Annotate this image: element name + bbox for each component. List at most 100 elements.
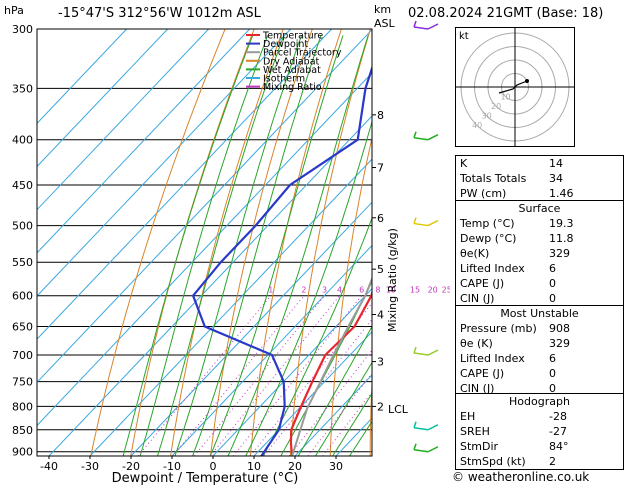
hodograph-index-row: StmSpd (kt) 2	[456, 454, 623, 469]
hodograph-ring-label: 40	[472, 121, 482, 130]
indices-panel: K 14 Totals Totals 34 PW (cm) 1.46	[455, 155, 624, 202]
km-tick-label: 8	[377, 109, 384, 122]
surface-panel: Surface Temp (°C) 19.3 Dewp (°C) 11.8 θe(K) 3…	[455, 200, 624, 307]
hodograph-indices-panel: Hodograph EH -28 SREH -27 StmDir 84° StmSpd (k…	[455, 393, 624, 470]
dry-adiabat	[130, 29, 255, 456]
legend-item: Mixing Ratio	[263, 82, 322, 93]
legend-item: Isotherm	[263, 74, 305, 85]
most-unstable-row: Pressure (mb) 908	[456, 321, 623, 336]
mixing-ratio-line	[172, 295, 305, 456]
hodograph-index-row: EH -28	[456, 409, 623, 424]
legend-item: Temperature	[262, 31, 323, 42]
wet-adiabat	[332, 392, 372, 456]
km-tick-label: 4	[377, 308, 384, 321]
most-unstable-title: Most Unstable	[500, 307, 579, 320]
surface-key: Temp (°C)	[460, 217, 515, 230]
surface-key: CAPE (J)	[460, 277, 505, 290]
hodograph-unit: kt	[459, 31, 469, 42]
isotherm	[37, 29, 169, 168]
most-unstable-row: CAPE (J) 0	[456, 366, 623, 381]
pressure-tick-label: 900	[12, 446, 33, 459]
wind-barb-flag	[413, 136, 429, 141]
x-tick-label: 20	[288, 460, 302, 473]
asl-unit-label: ASL	[374, 17, 395, 30]
wind-barb	[413, 443, 439, 453]
x-tick-label: 30	[329, 460, 343, 473]
wind-barb-tick	[413, 131, 417, 138]
mixing-ratio-label: 3	[322, 286, 327, 295]
wind-barb-tick	[413, 443, 417, 450]
index-value: 1.46	[549, 187, 574, 200]
dry-adiabat	[210, 29, 313, 456]
isotherm	[37, 29, 292, 297]
wind-barb-staff	[427, 134, 439, 141]
wet-adiabat	[174, 35, 302, 456]
wind-barb-flag	[413, 26, 429, 30]
wet-adiabat	[209, 35, 344, 456]
pressure-tick-label: 450	[12, 179, 33, 192]
most-unstable-row: Lifted Index 6	[456, 351, 623, 366]
surface-key: CIN (J)	[460, 292, 495, 305]
hodograph-index-value: -28	[549, 410, 567, 423]
wind-barb-staff	[427, 23, 439, 30]
wind-barb-tick	[413, 346, 417, 354]
isotherm	[253, 331, 372, 456]
wind-barb-flag	[413, 222, 429, 227]
surface-row: Temp (°C) 19.3	[456, 216, 623, 231]
pressure-tick-label: 350	[12, 82, 33, 95]
plot-frame	[36, 28, 373, 457]
x-tick-label: 10	[247, 460, 261, 473]
wet-adiabat	[157, 35, 285, 456]
surface-value: 6	[549, 262, 556, 275]
wet-adiabat	[227, 35, 369, 456]
dry-adiabat	[448, 29, 450, 456]
mixing-ratio-line	[232, 295, 363, 456]
wind-barb	[413, 20, 439, 30]
hodograph-index-value: 84°	[549, 440, 569, 453]
hodograph-index-key: StmSpd (kt)	[460, 455, 526, 468]
pressure-tick-label: 400	[12, 134, 33, 147]
mixing-ratio-line	[194, 295, 325, 456]
legend-item: Wet Adiabat	[263, 65, 321, 76]
pressure-tick-label: 550	[12, 256, 33, 269]
surface-title: Surface	[518, 202, 561, 215]
wind-barb	[413, 217, 439, 227]
index-value: 34	[549, 172, 563, 185]
wind-barb-flag	[413, 352, 429, 356]
most-unstable-key: θe (K)	[460, 337, 493, 350]
km-tick-label: 5	[377, 263, 384, 276]
wet-adiabat	[245, 119, 372, 456]
mixing-ratio-line	[307, 372, 372, 456]
isotherm	[37, 72, 372, 427]
mixing-ratio-line	[288, 349, 372, 456]
mixing-ratio-line	[322, 391, 372, 456]
hodograph-indices-title: Hodograph	[509, 395, 570, 408]
location-title: -15°47'S 312°56'W 1012m ASL	[58, 6, 261, 21]
wind-barb-staff	[427, 219, 439, 227]
wind-barb-flag	[413, 449, 429, 453]
pressure-tick-label: 600	[12, 290, 33, 303]
datetime-title: 02.08.2024 21GMT (Base: 18)	[408, 6, 604, 21]
index-key: Totals Totals	[460, 172, 527, 185]
dry-adiabat	[410, 29, 451, 456]
hodograph-trace	[498, 80, 528, 94]
most-unstable-value: 6	[549, 352, 556, 365]
dry-adiabat	[369, 374, 372, 456]
hodograph-storm-motion	[525, 79, 529, 83]
wind-barb-flag	[413, 427, 429, 431]
pressure-tick-label: 500	[12, 220, 33, 233]
wind-barb-staff	[427, 446, 439, 453]
hodograph-ring-label: 10	[500, 92, 510, 101]
index-row: PW (cm) 1.46	[456, 186, 623, 201]
wet-adiabat	[122, 35, 254, 456]
wind-barb-tick	[413, 20, 417, 28]
isotherm	[37, 29, 210, 211]
dry-adiabat	[249, 29, 342, 456]
index-key: K	[460, 157, 468, 170]
hodograph-index-row: StmDir 84°	[456, 439, 623, 454]
wind-barb	[413, 421, 439, 431]
surface-row: Dewp (°C) 11.8	[456, 231, 623, 246]
x-tick-label: -40	[40, 460, 58, 473]
x-tick-label: -20	[122, 460, 140, 473]
most-unstable-value: 0	[549, 367, 556, 380]
